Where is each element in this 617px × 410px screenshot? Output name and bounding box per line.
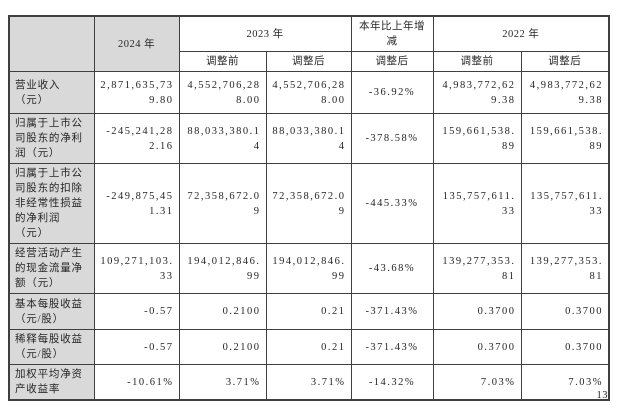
header-year-2022: 2022 年 [432,15,610,52]
value-cell: -245,241,282.16 [93,113,180,164]
value-cell: 0.3700 [432,293,522,330]
value-cell: 194,012,846.99 [178,243,267,294]
value-cell: 3.71% [178,364,267,401]
change-cell: -43.68% [350,243,434,294]
change-cell: -36.92% [350,71,434,114]
row-label: 归属于上市公司股东的净利润（元） [8,113,95,164]
change-cell: -378.58% [350,113,434,164]
row-label: 稀释每股收益（元/股） [8,329,95,365]
table-row-net-profit: 归属于上市公司股东的净利润（元） -245,241,282.16 88,033,… [8,113,610,164]
change-cell: -371.43% [350,293,434,330]
value-cell: 0.21 [265,293,352,330]
subheader-2022-before-adjust: 调整前 [432,51,522,72]
subheader-2023-before-adjust: 调整前 [178,51,267,72]
value-cell: 72,358,672.09 [178,163,267,244]
change-cell: -371.43% [350,329,434,365]
value-cell: 159,661,538.89 [520,113,610,164]
value-cell: 109,271,103.33 [93,243,180,294]
value-cell: 4,983,772,629.38 [520,71,610,114]
value-cell: -0.57 [93,293,180,330]
value-cell: 0.3700 [520,293,610,330]
value-cell: 135,757,611.33 [432,163,522,244]
table-row-basic-eps: 基本每股收益（元/股） -0.57 0.2100 0.21 -371.43% 0… [8,293,610,330]
value-cell: 88,033,380.14 [265,113,352,164]
value-cell: -249,875,451.31 [93,163,180,244]
value-cell: 7.03% [520,364,610,401]
header-year-2023: 2023 年 [178,15,352,52]
value-cell: 0.21 [265,329,352,365]
table-row-weighted-roe: 加权平均净资产收益率 -10.61% 3.71% 3.71% -14.32% 7… [8,364,610,401]
value-cell: 159,661,538.89 [432,113,522,164]
value-cell: 72,358,672.09 [265,163,352,244]
value-cell: 4,983,772,629.38 [432,71,522,114]
value-cell: 0.2100 [178,293,267,330]
row-label: 基本每股收益（元/股） [8,293,95,330]
value-cell: -10.61% [93,364,180,401]
value-cell: 135,757,611.33 [520,163,610,244]
header-yoy-change: 本年比上年增减 [350,15,434,52]
subheader-2022-after-adjust: 调整后 [520,51,610,72]
value-cell: 0.3700 [432,329,522,365]
table-row-operating-cash-flow: 经营活动产生的现金流量净额（元） 109,271,103.33 194,012,… [8,243,610,294]
corner-header-cell [8,15,95,72]
subheader-change-after-adjust: 调整后 [350,51,434,72]
value-cell: 139,277,353.81 [520,243,610,294]
value-cell: 88,033,380.14 [178,113,267,164]
financial-summary-table: 2024 年 2023 年 本年比上年增减 2022 年 调整前 调整后 调整后… [8,15,610,401]
value-cell: 139,277,353.81 [432,243,522,294]
table-row-revenue: 营业收入（元） 2,871,635,739.80 4,552,706,288.0… [8,71,610,114]
row-label: 加权平均净资产收益率 [8,364,95,401]
change-cell: -14.32% [350,364,434,401]
value-cell: -0.57 [93,329,180,365]
value-cell: 0.2100 [178,329,267,365]
header-year-2024: 2024 年 [93,15,180,72]
value-cell: 3.71% [265,364,352,401]
value-cell: 7.03% [432,364,522,401]
change-cell: -445.33% [350,163,434,244]
value-cell: 194,012,846.99 [265,243,352,294]
value-cell: 2,871,635,739.80 [93,71,180,114]
value-cell: 0.3700 [520,329,610,365]
value-cell: 4,552,706,288.00 [178,71,267,114]
subheader-2023-after-adjust: 调整后 [265,51,352,72]
row-label: 经营活动产生的现金流量净额（元） [8,243,95,294]
page-number: 13 [596,390,608,401]
value-cell: 4,552,706,288.00 [265,71,352,114]
row-label: 归属于上市公司股东的扣除非经常性损益的净利润（元） [8,163,95,244]
table-row-net-profit-excl-nonrecurring: 归属于上市公司股东的扣除非经常性损益的净利润（元） -249,875,451.3… [8,163,610,244]
table-row-diluted-eps: 稀释每股收益（元/股） -0.57 0.2100 0.21 -371.43% 0… [8,329,610,365]
row-label: 营业收入（元） [8,71,95,114]
